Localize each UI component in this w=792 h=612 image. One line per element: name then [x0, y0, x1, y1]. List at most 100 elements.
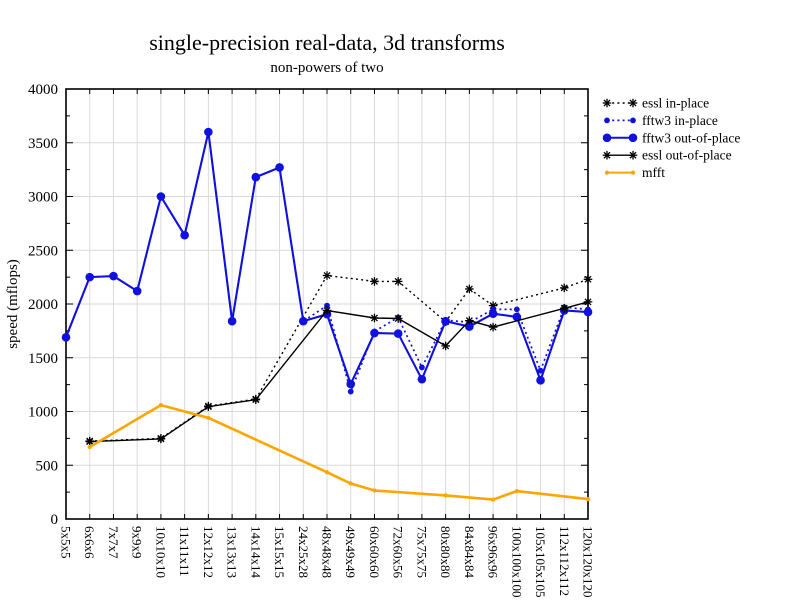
- x-tick-label: 15x15x15: [272, 526, 287, 578]
- large-circle-marker: [393, 329, 403, 338]
- chart-title: single-precision real-data, 3d transform…: [149, 30, 505, 55]
- dot-marker: [372, 488, 377, 493]
- y-tick-label: 0: [51, 512, 59, 528]
- dot-marker: [324, 470, 330, 475]
- small-circle-marker: [324, 302, 330, 309]
- star-marker: [441, 341, 450, 351]
- y-tick-label: 500: [36, 458, 59, 474]
- star-marker: [370, 277, 379, 286]
- dot-marker: [490, 497, 496, 502]
- x-tick-label: 9x9x9: [130, 526, 145, 559]
- x-tick-label: 5x5x5: [59, 526, 74, 559]
- small-circle-marker: [604, 117, 610, 124]
- dot-marker: [158, 402, 164, 408]
- x-tick-label: 84x84x84: [462, 526, 477, 579]
- series-line-essl-out-of-place: [89, 301, 589, 443]
- x-tick-label: 6x6x6: [82, 526, 97, 559]
- large-circle-marker: [488, 309, 498, 318]
- large-circle-marker: [251, 172, 261, 182]
- dot-marker: [630, 170, 636, 175]
- large-circle-marker: [180, 230, 189, 240]
- large-circle-marker: [109, 271, 118, 281]
- small-circle-marker: [513, 306, 520, 313]
- large-circle-marker: [61, 333, 71, 342]
- x-tick-label: 105x105x105: [533, 526, 548, 598]
- dot-marker: [443, 493, 448, 498]
- x-tick-label: 24x25x28: [296, 526, 311, 578]
- y-tick-label: 2500: [28, 243, 58, 259]
- dot-marker: [604, 170, 610, 175]
- dot-marker: [348, 481, 353, 486]
- star-marker: [488, 322, 498, 332]
- x-tick-label: 13x13x13: [225, 526, 240, 578]
- legend-label: essl out-of-place: [642, 148, 732, 163]
- large-circle-marker: [204, 127, 213, 137]
- large-circle-marker: [628, 133, 638, 143]
- star-marker: [204, 402, 213, 411]
- dot-marker: [87, 444, 92, 450]
- large-circle-marker: [465, 322, 474, 331]
- x-tick-label: 7x7x7: [106, 526, 121, 559]
- star-marker: [628, 98, 638, 108]
- star-marker: [559, 283, 569, 293]
- x-tick-label: 72x60x56: [391, 526, 406, 579]
- star-marker: [602, 98, 612, 108]
- star-marker: [393, 314, 403, 323]
- star-marker: [583, 297, 593, 307]
- y-tick-label: 2000: [28, 297, 58, 313]
- x-tick-label: 96x96x96: [486, 526, 501, 579]
- y-tick-label: 3000: [28, 190, 58, 206]
- chart-subtitle: non-powers of two: [270, 60, 384, 76]
- large-circle-marker: [441, 316, 450, 326]
- small-circle-marker: [630, 117, 636, 124]
- star-marker: [602, 150, 612, 160]
- star-marker: [322, 306, 332, 315]
- star-marker: [370, 313, 379, 323]
- large-circle-marker: [298, 316, 308, 326]
- large-circle-marker: [346, 379, 356, 389]
- small-circle-marker: [537, 367, 544, 374]
- star-marker: [251, 395, 261, 404]
- x-tick-label: 49x49x49: [343, 526, 358, 578]
- x-tick-label: 12x12x12: [201, 526, 216, 578]
- dot-marker: [206, 415, 211, 421]
- legend-label: essl in-place: [642, 96, 709, 111]
- star-marker: [85, 437, 95, 446]
- y-tick-label: 1500: [28, 351, 58, 367]
- large-circle-marker: [370, 328, 379, 338]
- y-tick-label: 4000: [28, 82, 58, 98]
- dot-marker: [514, 488, 519, 494]
- star-marker: [322, 271, 332, 280]
- large-circle-marker: [536, 376, 545, 385]
- x-tick-label: 10x10x10: [153, 526, 168, 578]
- large-circle-marker: [512, 312, 522, 322]
- star-marker: [559, 304, 569, 313]
- star-marker: [465, 284, 474, 294]
- large-circle-marker: [602, 133, 612, 143]
- x-tick-label: 75x75x75: [414, 526, 429, 578]
- star-marker: [628, 150, 638, 160]
- legend-label: fftw3 out-of-place: [642, 130, 740, 145]
- dot-marker: [585, 497, 591, 502]
- y-tick-label: 3500: [28, 136, 58, 152]
- x-tick-label: 14x14x14: [248, 526, 263, 579]
- large-circle-marker: [85, 272, 95, 282]
- small-circle-marker: [419, 364, 425, 371]
- legend-label: mfft: [642, 165, 665, 180]
- y-axis-label: speed (mflops): [5, 259, 21, 349]
- legend-label: fftw3 in-place: [642, 113, 718, 128]
- y-tick-label: 1000: [28, 405, 58, 421]
- series-line-essl-in-place: [89, 274, 589, 442]
- x-tick-label: 112x112x112: [557, 526, 572, 596]
- large-circle-marker: [227, 316, 237, 326]
- small-circle-marker: [347, 388, 354, 395]
- large-circle-marker: [132, 286, 142, 296]
- x-tick-label: 60x60x60: [367, 526, 382, 578]
- x-tick-label: 48x48x48: [320, 526, 335, 578]
- x-tick-label: 80x80x80: [438, 526, 453, 578]
- large-circle-marker: [275, 163, 284, 172]
- large-circle-marker: [583, 307, 593, 317]
- star-marker: [393, 277, 403, 286]
- star-marker: [465, 316, 474, 325]
